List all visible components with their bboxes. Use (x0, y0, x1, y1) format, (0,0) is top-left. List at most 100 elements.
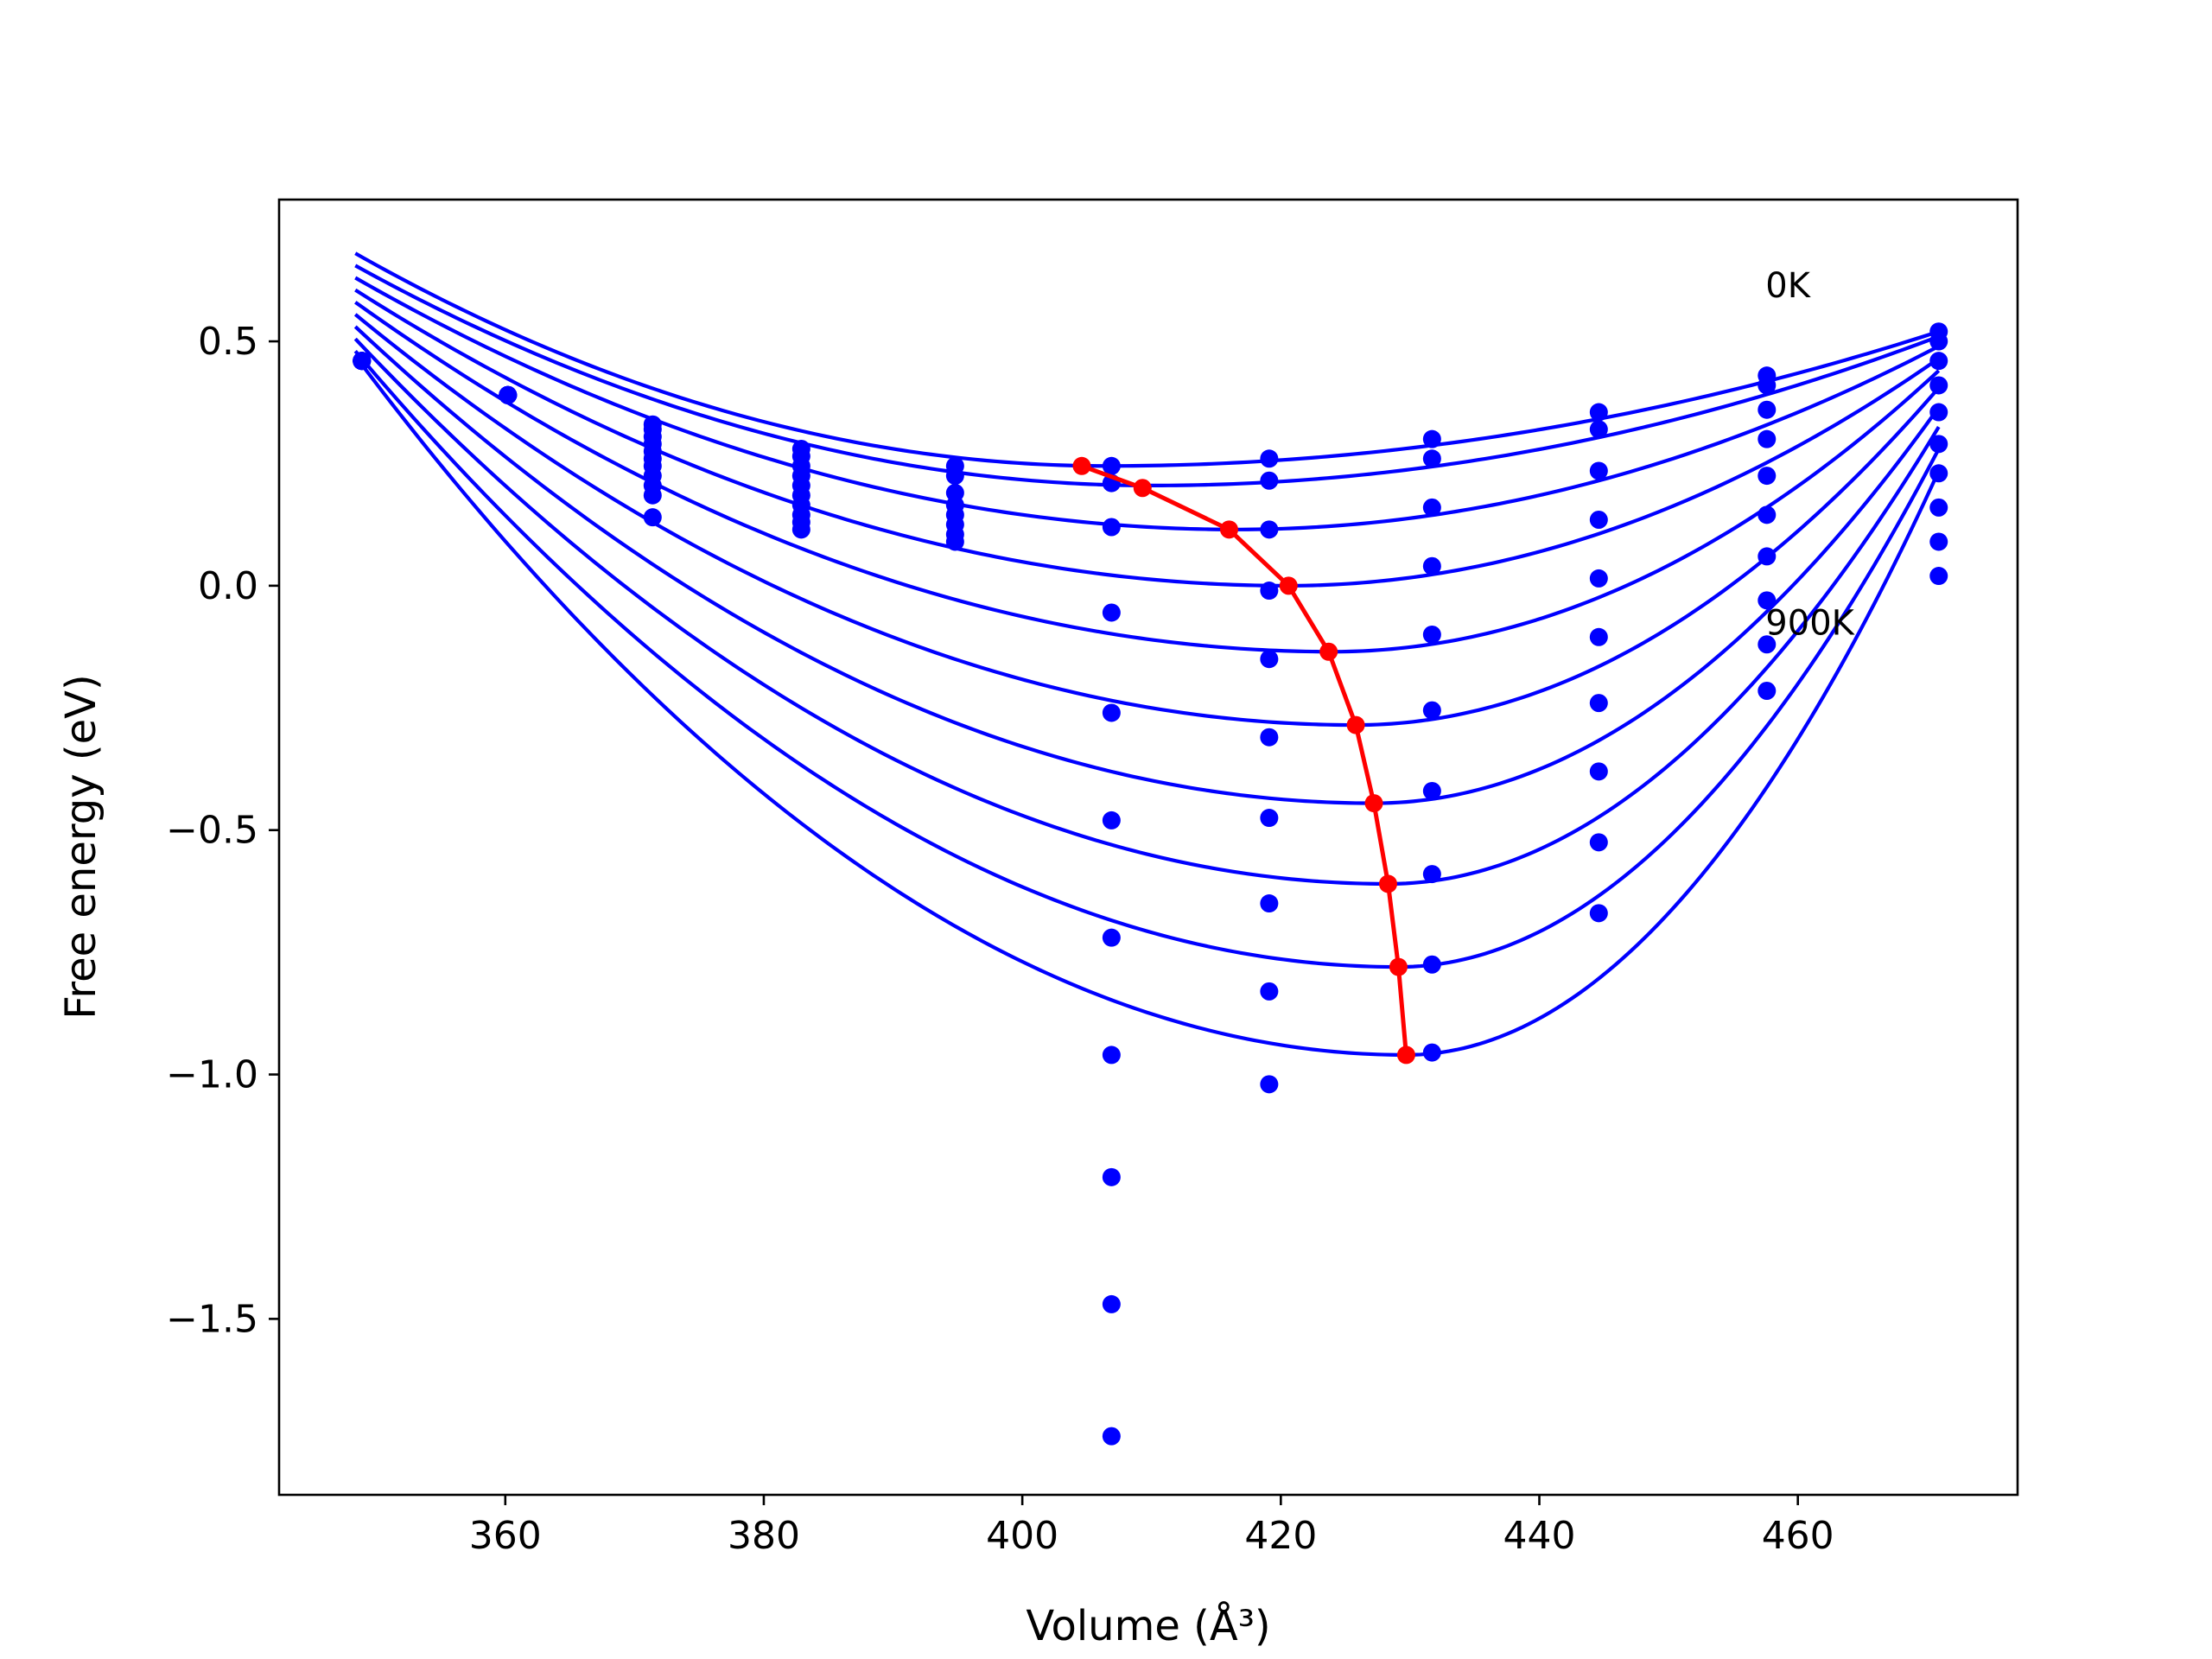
data-point-7-5 (1102, 1046, 1121, 1065)
data-point-8-10 (1929, 532, 1948, 551)
data-point-3-10 (1929, 376, 1948, 395)
data-point-8-8 (1589, 833, 1608, 852)
data-point-9-10 (1929, 567, 1948, 586)
y-tick-label-3: −1.0 (166, 1053, 258, 1097)
x-tick-label-5: 460 (1762, 1514, 1834, 1558)
annotation-1: 900K (1765, 603, 1855, 643)
data-point-1-4 (945, 467, 964, 486)
data-point-6-7 (1422, 781, 1441, 800)
data-point-6-6 (1260, 809, 1279, 828)
data-point-9-6 (1260, 1075, 1279, 1094)
data-point-2-7 (1422, 498, 1441, 517)
minimum-point-6 (1364, 794, 1383, 813)
data-point-5-7 (1422, 701, 1441, 720)
data-point-7-9 (1758, 591, 1777, 610)
minimum-point-8 (1389, 957, 1408, 976)
data-point-3-6 (1260, 582, 1279, 601)
data-point-0-7 (1422, 429, 1441, 448)
fit-curve-4 (354, 301, 1941, 654)
data-point-1-8 (1589, 420, 1608, 439)
data-point-4-10 (1929, 403, 1948, 422)
data-point-5-8 (1589, 627, 1608, 646)
fit-curve-6 (353, 325, 1941, 805)
data-point-4-5 (1102, 703, 1121, 722)
plot-frame (277, 198, 2019, 1497)
data-point-9-7 (1422, 1043, 1441, 1062)
minimum-point-0 (1072, 456, 1091, 475)
data-point-8-7 (1422, 955, 1441, 974)
data-point-3-8 (1589, 511, 1608, 530)
minimum-point-2 (1219, 520, 1238, 539)
data-point-2-9 (1758, 400, 1777, 419)
data-point-6-10 (1929, 464, 1948, 483)
fit-curve-8 (353, 349, 1941, 969)
fit-curve-7 (353, 337, 1941, 887)
data-points-layer (353, 322, 1948, 1446)
data-point-8-9 (1758, 635, 1777, 654)
data-point-3-9 (1758, 429, 1777, 448)
y-axis: 0.5 0.0 −0.5 −1.0 −1.5 (166, 320, 279, 1341)
minimum-line-layer (1072, 456, 1415, 1065)
data-point-2-8 (1589, 461, 1608, 480)
minimum-point-4 (1319, 642, 1338, 661)
data-point-5-10 (1929, 435, 1948, 454)
data-point-1-9 (1758, 376, 1777, 395)
data-point-extra-0 (643, 508, 662, 527)
data-point-6-8 (1589, 694, 1608, 713)
annotations-layer: 0K 900K (1765, 266, 1855, 643)
y-tick-label-4: −1.5 (166, 1297, 258, 1341)
data-point-4-8 (1589, 569, 1608, 588)
minimum-point-1 (1133, 479, 1152, 498)
fit-curve-5 (353, 313, 1941, 728)
data-point-4-7 (1422, 625, 1441, 644)
x-tick-label-2: 400 (986, 1514, 1058, 1558)
minimum-point-7 (1378, 874, 1397, 893)
fit-curves-layer (353, 251, 1941, 1058)
data-point-0-5 (1102, 456, 1121, 475)
minimum-line (1081, 463, 1408, 1056)
data-point-1-6 (1260, 471, 1279, 490)
data-point-4-9 (1758, 467, 1777, 486)
data-point-4-6 (1260, 650, 1279, 669)
x-axis: 360 380 400 420 440 460 (469, 1495, 1834, 1558)
data-point-9-8 (1589, 904, 1608, 923)
data-point-7-4 (945, 532, 964, 551)
data-point-9-0 (353, 352, 372, 371)
data-point-3-5 (1102, 603, 1121, 622)
fit-curve-9 (353, 354, 1941, 1058)
data-point-9-9 (1758, 681, 1777, 700)
data-point-7-8 (1589, 762, 1608, 781)
data-point-5-9 (1758, 505, 1777, 524)
data-point-6-5 (1102, 928, 1121, 947)
minimum-point-9 (1396, 1046, 1415, 1065)
data-point-2-6 (1260, 520, 1279, 539)
data-point-8-6 (1260, 982, 1279, 1001)
y-axis-label: Free energy (eV) (57, 674, 105, 1019)
data-point-8-5 (1102, 1167, 1121, 1186)
data-point-5-6 (1260, 728, 1279, 747)
data-point-7-10 (1929, 498, 1948, 517)
data-point-1-10 (1929, 332, 1948, 351)
data-point-extra-1 (1102, 1427, 1121, 1446)
fit-curve-0 (354, 251, 1940, 468)
data-point-7-6 (1260, 894, 1279, 913)
data-point-9-5 (1102, 1294, 1121, 1313)
data-point-7-7 (1422, 865, 1441, 884)
x-tick-label-1: 380 (728, 1514, 800, 1558)
minimum-point-5 (1346, 715, 1365, 734)
fit-curve-3 (354, 288, 1940, 588)
x-tick-label-3: 420 (1244, 1514, 1317, 1558)
data-point-9-3 (791, 520, 810, 539)
data-point-2-5 (1102, 518, 1121, 537)
x-tick-label-4: 440 (1503, 1514, 1576, 1558)
data-point-1-7 (1422, 449, 1441, 468)
y-tick-label-2: −0.5 (166, 809, 258, 853)
y-tick-label-0: 0.5 (198, 320, 258, 364)
data-point-9-1 (499, 385, 518, 404)
data-point-0-8 (1589, 403, 1608, 422)
x-tick-label-0: 360 (469, 1514, 542, 1558)
data-point-2-10 (1929, 352, 1948, 371)
data-point-9-2 (643, 486, 662, 505)
data-point-0-6 (1260, 449, 1279, 468)
